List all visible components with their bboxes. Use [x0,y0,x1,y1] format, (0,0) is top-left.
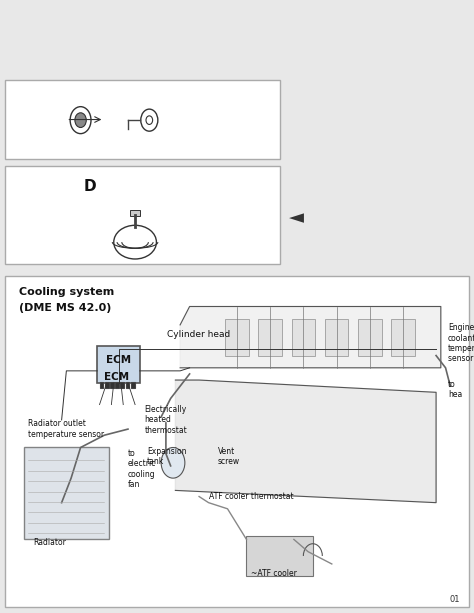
Text: to
hea: to hea [448,379,462,399]
Bar [97,346,140,383]
Circle shape [161,447,185,478]
Bar [358,319,382,356]
Text: Radiator: Radiator [33,538,66,547]
Text: ~ATF cooler: ~ATF cooler [251,569,297,577]
Bar [258,319,282,356]
Text: ECM: ECM [106,355,131,365]
Bar [126,382,129,388]
Text: Cooling system: Cooling system [19,287,114,297]
Bar [225,319,249,356]
Text: D: D [84,180,96,194]
Bar [5,276,469,607]
Bar [5,80,280,159]
Text: to
electric
cooling
fan: to electric cooling fan [128,449,156,489]
Bar [115,382,119,388]
Text: Electrically
heated
thermostat: Electrically heated thermostat [145,405,187,435]
Bar [5,166,280,264]
Bar [100,382,103,388]
Bar [110,382,114,388]
Bar [292,319,315,356]
Text: (DME MS 42.0): (DME MS 42.0) [19,303,111,313]
Circle shape [75,113,86,128]
Bar [130,210,140,216]
Bar [105,382,109,388]
Text: Radiator outlet
temperature sensor: Radiator outlet temperature sensor [28,419,105,439]
Text: Expansion
tank: Expansion tank [147,447,186,466]
Bar [131,382,135,388]
Bar [120,382,124,388]
Text: Vent
screw: Vent screw [218,447,240,466]
Bar [325,319,348,356]
Text: Cylinder head: Cylinder head [167,330,231,338]
Bar [24,447,109,539]
Text: Engine
coolant
temperatur
sensor (EC: Engine coolant temperatur sensor (EC [448,323,474,364]
Text: ◄: ◄ [289,208,304,227]
Text: ECM: ECM [103,372,129,382]
Bar [246,536,313,576]
Bar [391,319,415,356]
Polygon shape [180,306,441,368]
Text: ATF cooler thermostat: ATF cooler thermostat [209,492,293,501]
Polygon shape [175,380,436,503]
Text: 01: 01 [449,595,460,604]
